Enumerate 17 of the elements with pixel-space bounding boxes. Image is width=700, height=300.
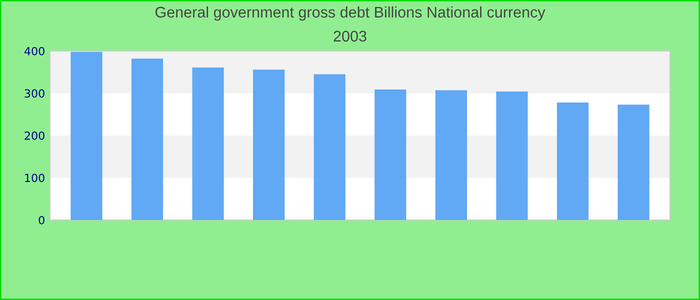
y-tick-label: 200 [24,131,44,140]
y-tick-label: 300 [24,89,44,98]
bar [374,89,406,220]
y-tick-label: 400 [24,46,44,56]
bar [253,70,285,220]
bar [496,92,528,220]
bar [70,52,102,220]
chart-subtitle: 2003 [334,30,366,42]
bar [435,90,467,220]
y-tick-label: 0 [38,216,44,224]
bar [556,102,589,220]
bar [192,67,224,220]
chart-title: General government gross debt Billions National currency [155,6,546,21]
bar [314,74,346,220]
bar [131,58,164,220]
bar [618,104,650,220]
y-tick-label: 100 [25,174,44,182]
